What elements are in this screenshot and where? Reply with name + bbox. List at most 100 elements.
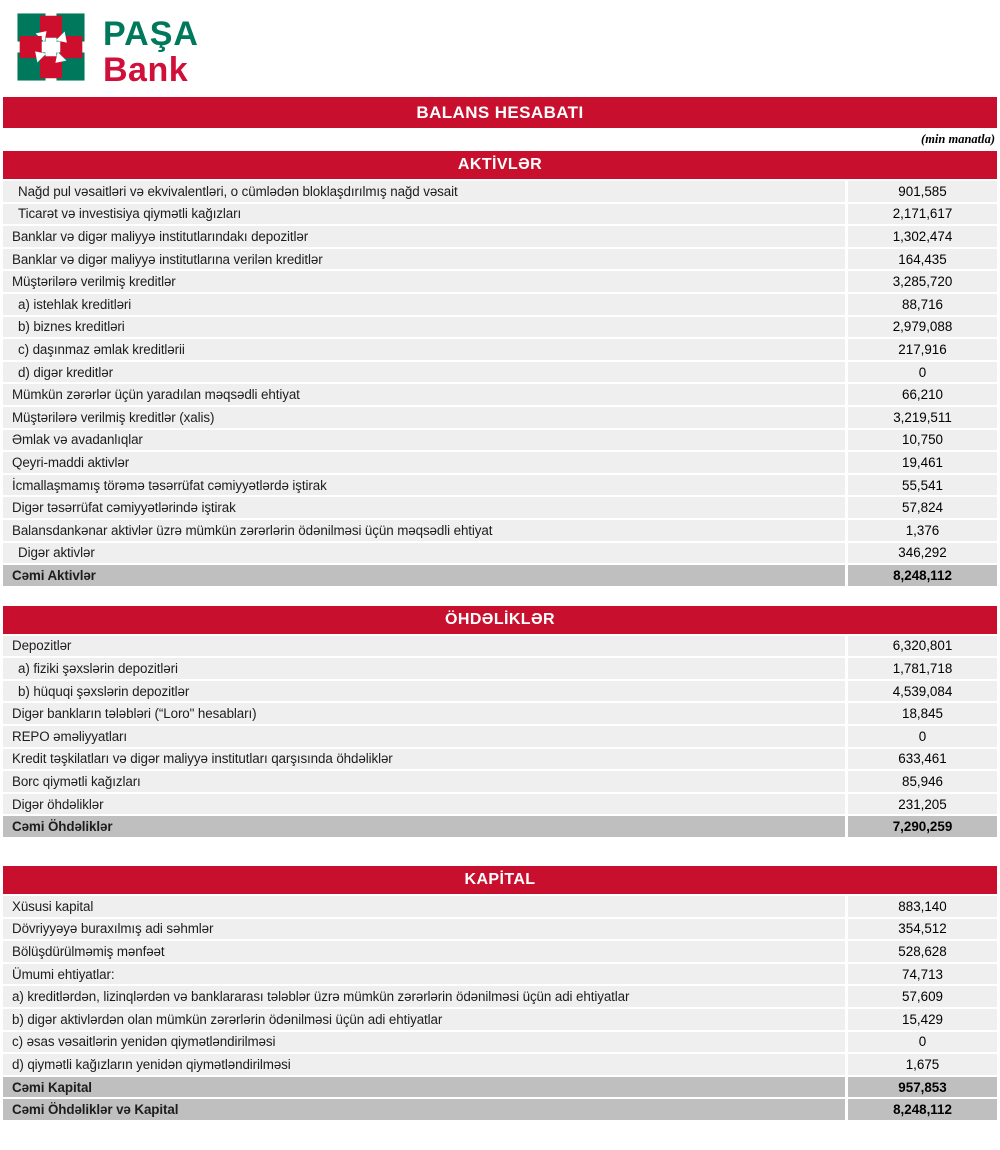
liabilities-table: Depozitlər 6,320,801 a) fiziki şəxslərin d… <box>3 634 997 838</box>
row-value: 19,461 <box>848 452 997 473</box>
pasha-bank-logo-icon <box>12 8 90 86</box>
row-value: 18,845 <box>848 703 997 725</box>
row-value: 15,429 <box>848 1009 997 1030</box>
row-label: Digər bankların tələbləri (“Loro" hesabl… <box>3 703 845 725</box>
row-label: Balansdankənar aktivlər üzrə mümkün zərə… <box>3 519 845 541</box>
section-capital: KAPİTAL Xüsusi kapital 883,140 Dövriyyəyə … <box>3 866 997 1120</box>
table-row: b) digər aktivlərdən olan mümkün zərərlə… <box>3 1009 997 1030</box>
table-row: b) biznes kreditləri 2,979,088 <box>3 316 997 338</box>
row-label: d) digər kreditlər <box>3 361 845 383</box>
row-label: Ümumi ehtiyatlar: <box>3 963 845 985</box>
row-value: 0 <box>848 361 997 383</box>
table-row: b) hüquqi şəxslərin depozitlər 4,539,084 <box>3 680 997 702</box>
row-label: Borc qiymətli kağızları <box>3 771 845 792</box>
row-label: Nağd pul vəsaitləri və ekvivalentləri, o… <box>3 181 845 202</box>
row-value: 528,628 <box>848 941 997 962</box>
row-label: Digər təsərrüfat cəmiyyətlərində iştirak <box>3 497 845 518</box>
row-value: 957,853 <box>848 1076 997 1098</box>
report-title: BALANS HESABATI <box>3 97 997 128</box>
row-value: 6,320,801 <box>848 635 997 657</box>
row-label: Cəmi Öhdəliklər <box>3 816 845 838</box>
table-row: c) əsas vəsaitlərin yenidən qiymətləndir… <box>3 1031 997 1053</box>
capital-table: Xüsusi kapital 883,140 Dövriyyəyə buraxılm… <box>3 894 997 1120</box>
row-value: 8,248,112 <box>848 565 997 586</box>
row-value: 57,824 <box>848 497 997 518</box>
row-label: b) hüquqi şəxslərin depozitlər <box>3 680 845 702</box>
row-label: Depozitlər <box>3 635 845 657</box>
row-value: 4,539,084 <box>848 680 997 702</box>
row-label: a) istehlak kreditləri <box>3 293 845 315</box>
row-label: a) kreditlərdən, lizinqlərdən və banklar… <box>3 986 845 1007</box>
row-value: 55,541 <box>848 474 997 496</box>
row-label: d) qiymətli kağızların yenidən qiymətlən… <box>3 1054 845 1075</box>
table-row: Balansdankənar aktivlər üzrə mümkün zərə… <box>3 519 997 541</box>
table-row: Digər bankların tələbləri (“Loro" hesabl… <box>3 703 997 725</box>
table-row: Borc qiymətli kağızları 85,946 <box>3 771 997 792</box>
table-row: Xüsusi kapital 883,140 <box>3 896 997 917</box>
table-row: Müştərilərə verilmiş kreditlər (xalis) 3,… <box>3 406 997 428</box>
row-value: 8,248,112 <box>848 1099 997 1120</box>
table-row: REPO əməliyyatları 0 <box>3 726 997 747</box>
row-label: Müştərilərə verilmiş kreditlər (xalis) <box>3 406 845 428</box>
section-header-assets: AKTİVLƏR <box>3 151 997 179</box>
table-row: a) kreditlərdən, lizinqlərdən və banklar… <box>3 986 997 1007</box>
row-value: 901,585 <box>848 181 997 202</box>
table-row: Kredit təşkilatları və digər maliyyə ins… <box>3 748 997 770</box>
section-assets: AKTİVLƏR Nağd pul vəsaitləri və ekvivale… <box>3 151 997 586</box>
table-row: Ümumi ehtiyatlar: 74,713 <box>3 963 997 985</box>
row-value: 2,979,088 <box>848 316 997 338</box>
row-label: Xüsusi kapital <box>3 896 845 917</box>
row-label: Dövriyyəyə buraxılmış adi səhmlər <box>3 918 845 940</box>
brand-wordmark: PAŞA Bank <box>103 17 199 87</box>
total-row: Cəmi Aktivlər 8,248,112 <box>3 565 997 586</box>
table-row: İcmallaşmamış törəmə təsərrüfat cəmiyyət… <box>3 474 997 496</box>
table-row: Müştərilərə verilmiş kreditlər 3,285,720 <box>3 271 997 292</box>
row-value: 164,435 <box>848 248 997 270</box>
row-value: 66,210 <box>848 384 997 405</box>
row-value: 0 <box>848 726 997 747</box>
brand-name-bottom: Bank <box>103 51 189 89</box>
row-value: 3,285,720 <box>848 271 997 292</box>
row-label: Cəmi Aktivlər <box>3 565 845 586</box>
row-label: c) əsas vəsaitlərin yenidən qiymətləndir… <box>3 1031 845 1053</box>
row-value: 2,171,617 <box>848 203 997 225</box>
row-value: 88,716 <box>848 293 997 315</box>
table-row: Mümkün zərərlər üçün yaradılan məqsədli … <box>3 384 997 405</box>
total-row: Cəmi Öhdəliklər 7,290,259 <box>3 816 997 838</box>
row-value: 354,512 <box>848 918 997 940</box>
logo-block: PAŞA Bank <box>3 0 997 97</box>
table-row: Əmlak və avadanlıqlar 10,750 <box>3 429 997 451</box>
row-value: 85,946 <box>848 771 997 792</box>
total-row: Cəmi Öhdəliklər və Kapital 8,248,112 <box>3 1099 997 1120</box>
table-row: d) digər kreditlər 0 <box>3 361 997 383</box>
row-label: Mümkün zərərlər üçün yaradılan məqsədli … <box>3 384 845 405</box>
table-row: Qeyri-maddi aktivlər 19,461 <box>3 452 997 473</box>
row-value: 883,140 <box>848 896 997 917</box>
section-header-capital: KAPİTAL <box>3 866 997 895</box>
table-row: Ticarət və investisiya qiymətli kağızlar… <box>3 203 997 225</box>
table-row: Banklar və digər maliyyə institutlarında… <box>3 226 997 247</box>
table-row: a) istehlak kreditləri 88,716 <box>3 293 997 315</box>
row-value: 346,292 <box>848 542 997 564</box>
table-row: Digər aktivlər 346,292 <box>3 542 997 564</box>
table-row: Depozitlər 6,320,801 <box>3 635 997 657</box>
row-value: 74,713 <box>848 963 997 985</box>
row-label: Cəmi Kapital <box>3 1076 845 1098</box>
brand-name-top: PAŞA <box>103 15 199 53</box>
table-row: Bölüşdürülməmiş mənfəət 528,628 <box>3 941 997 962</box>
section-header-liabilities: ÖHDƏLİKLƏR <box>3 605 997 634</box>
row-value: 7,290,259 <box>848 816 997 838</box>
row-label: Kredit təşkilatları və digər maliyyə ins… <box>3 748 845 770</box>
row-label: b) digər aktivlərdən olan mümkün zərərlə… <box>3 1009 845 1030</box>
row-label: Cəmi Öhdəliklər və Kapital <box>3 1099 845 1120</box>
row-value: 57,609 <box>848 986 997 1007</box>
row-value: 3,219,511 <box>848 406 997 428</box>
row-label: Ticarət və investisiya qiymətli kağızlar… <box>3 203 845 225</box>
row-label: Digər aktivlər <box>3 542 845 564</box>
row-label: Müştərilərə verilmiş kreditlər <box>3 271 845 292</box>
row-label: a) fiziki şəxslərin depozitləri <box>3 658 845 679</box>
row-value: 1,376 <box>848 519 997 541</box>
row-value: 10,750 <box>848 429 997 451</box>
row-value: 1,781,718 <box>848 658 997 679</box>
table-row: a) fiziki şəxslərin depozitləri 1,781,718 <box>3 658 997 679</box>
